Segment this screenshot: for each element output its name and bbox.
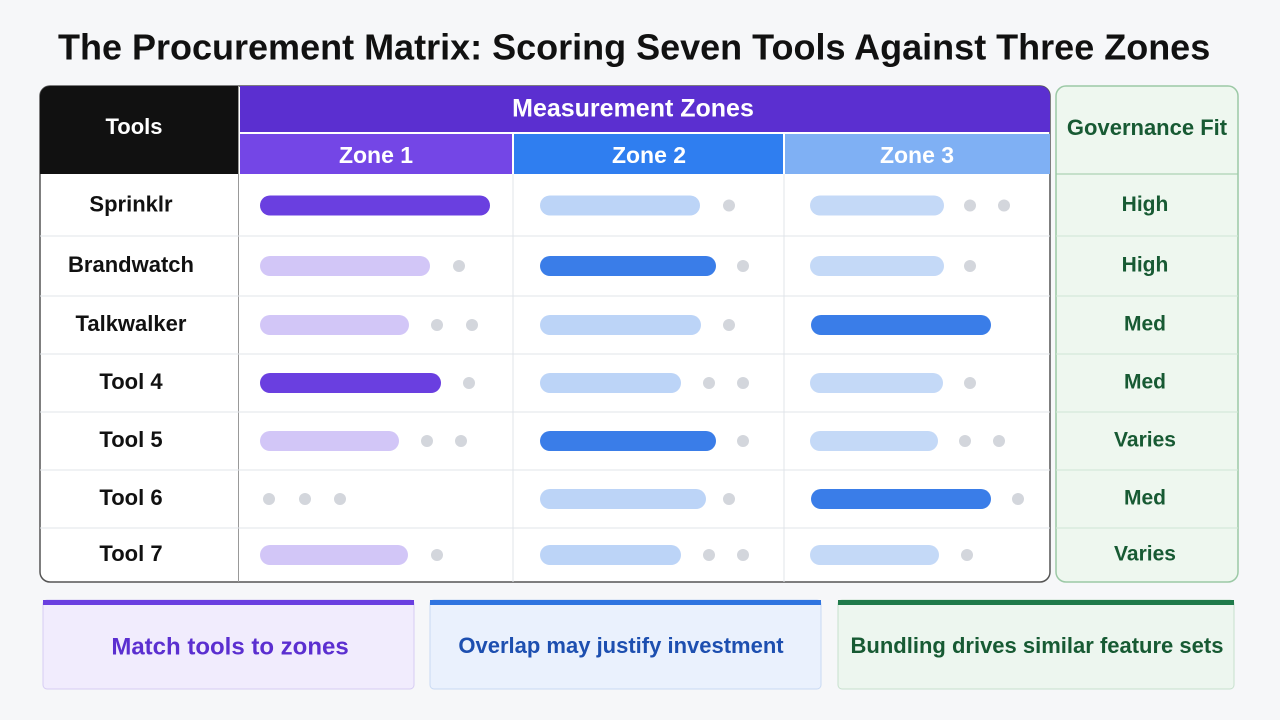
- score-bar: [540, 195, 700, 216]
- score-dot: [959, 435, 971, 447]
- score-dot: [737, 260, 749, 272]
- score-dot: [466, 319, 478, 331]
- score-dot: [455, 435, 467, 447]
- zone-header: Zone 2: [612, 142, 686, 168]
- score-bar: [540, 489, 706, 509]
- zone-header: Zone 1: [339, 142, 413, 168]
- score-dot: [263, 493, 275, 505]
- score-dot: [431, 319, 443, 331]
- score-bar: [810, 545, 939, 565]
- score-bar: [810, 431, 938, 451]
- score-bar: [260, 195, 490, 216]
- callout-accent: [430, 600, 821, 605]
- score-dot: [737, 377, 749, 389]
- score-dot: [961, 549, 973, 561]
- zones-header-cell: [240, 86, 1050, 132]
- score-bar: [540, 431, 716, 451]
- score-dot: [737, 435, 749, 447]
- zones-header: Measurement Zones: [512, 95, 754, 123]
- score-bar: [260, 373, 441, 393]
- score-bar: [540, 256, 716, 276]
- score-dot: [299, 493, 311, 505]
- tool-name: Sprinklr: [89, 191, 173, 216]
- tool-name: Tool 6: [99, 485, 162, 510]
- tool-name: Brandwatch: [68, 252, 194, 277]
- tool-name: Tool 7: [99, 541, 162, 566]
- score-dot: [463, 377, 475, 389]
- callout-accent: [838, 600, 1234, 605]
- score-bar: [260, 431, 399, 451]
- score-bar: [260, 256, 430, 276]
- governance-fit: Med: [1124, 313, 1166, 336]
- callout-accent: [43, 600, 414, 605]
- score-bar: [810, 373, 943, 393]
- governance-fit: Med: [1124, 487, 1166, 510]
- governance-fit: High: [1122, 254, 1169, 277]
- score-dot: [703, 549, 715, 561]
- governance-fit: High: [1122, 193, 1169, 216]
- score-dot: [431, 549, 443, 561]
- governance-fit: Varies: [1114, 429, 1176, 452]
- callout-text: Match tools to zones: [111, 633, 348, 660]
- score-dot: [993, 435, 1005, 447]
- score-dot: [723, 199, 735, 212]
- score-dot: [421, 435, 433, 447]
- score-dot: [723, 319, 735, 331]
- score-bar: [540, 373, 681, 393]
- score-bar: [260, 315, 409, 335]
- governance-frame: [1055, 85, 1239, 583]
- score-dot: [723, 493, 735, 505]
- score-dot: [998, 199, 1010, 212]
- zone-3-header: [785, 134, 1050, 174]
- score-dot: [453, 260, 465, 272]
- zone-header: Zone 3: [880, 142, 954, 168]
- score-dot: [737, 549, 749, 561]
- score-dot: [703, 377, 715, 389]
- score-bar: [540, 315, 701, 335]
- tools-header-cell: [40, 86, 238, 174]
- score-bar: [540, 545, 681, 565]
- score-dot: [964, 260, 976, 272]
- governance-fit: Med: [1124, 371, 1166, 394]
- callout-text: Overlap may justify investment: [458, 633, 784, 658]
- score-dot: [964, 199, 976, 212]
- callout-text: Bundling drives similar feature sets: [851, 633, 1224, 658]
- tools-header: Tools: [105, 114, 162, 139]
- score-bar: [811, 489, 991, 509]
- zone-2-header: [514, 134, 783, 174]
- fit-header: Governance Fit: [1067, 115, 1228, 140]
- governance-fit: Varies: [1114, 543, 1176, 566]
- title: The Procurement Matrix: Scoring Seven To…: [58, 27, 1210, 68]
- tool-name: Talkwalker: [76, 311, 187, 336]
- score-bar: [260, 545, 408, 565]
- zone-1-header: [240, 134, 512, 174]
- rows: Sprinklr High Brandwatch High Talkwalker Med T…: [40, 191, 1238, 566]
- score-dot: [964, 377, 976, 389]
- score-bar: [810, 195, 944, 216]
- score-bar: [811, 315, 991, 335]
- score-dot: [1012, 493, 1024, 505]
- score-dot: [334, 493, 346, 505]
- tool-name: Tool 4: [99, 369, 163, 394]
- tool-name: Tool 5: [99, 427, 162, 452]
- score-bar: [810, 256, 944, 276]
